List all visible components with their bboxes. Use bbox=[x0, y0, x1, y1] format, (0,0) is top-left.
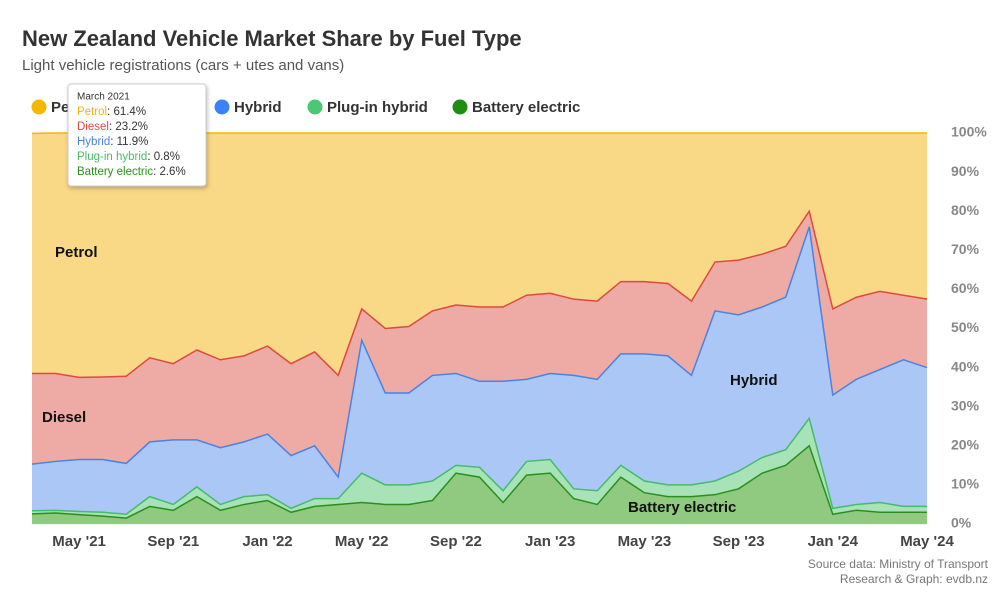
legend-dot bbox=[32, 100, 47, 115]
x-tick-label: Sep '21 bbox=[147, 533, 199, 550]
x-tick-label: Jan '24 bbox=[808, 533, 859, 550]
y-tick-label: 10% bbox=[951, 476, 980, 492]
area-label: Battery electric bbox=[628, 499, 736, 516]
tooltip-series: Battery electric bbox=[77, 166, 153, 178]
tooltip-title: March 2021 bbox=[77, 92, 130, 103]
chart-title: New Zealand Vehicle Market Share by Fuel… bbox=[22, 26, 522, 51]
x-tick-label: Sep '22 bbox=[430, 533, 482, 550]
x-tick-label: Jan '23 bbox=[525, 533, 575, 550]
legend-dot bbox=[215, 100, 230, 115]
chart-subtitle: Light vehicle registrations (cars + utes… bbox=[22, 57, 344, 74]
plot-area bbox=[32, 133, 927, 524]
y-tick-label: 90% bbox=[951, 163, 980, 179]
y-tick-label: 40% bbox=[951, 358, 980, 374]
tooltip-row: Diesel: 23.2% bbox=[77, 121, 148, 133]
tooltip-row: Battery electric: 2.6% bbox=[77, 166, 186, 178]
tooltip-value: 0.8% bbox=[154, 151, 180, 163]
credit-text: Research & Graph: evdb.nz bbox=[840, 572, 988, 586]
x-tick-label: Sep '23 bbox=[713, 533, 765, 550]
tooltip-row: Plug-in hybrid: 0.8% bbox=[77, 151, 180, 163]
tooltip-value: 23.2% bbox=[115, 121, 148, 133]
y-tick-label: 20% bbox=[951, 437, 980, 453]
y-tick-label: 60% bbox=[951, 280, 980, 296]
area-label: Diesel bbox=[42, 409, 86, 426]
tooltip-row: Petrol: 61.4% bbox=[77, 106, 146, 118]
y-tick-label: 50% bbox=[951, 319, 980, 335]
x-tick-label: May '24 bbox=[900, 533, 954, 550]
y-tick-label: 80% bbox=[951, 202, 980, 218]
tooltip-series: Diesel bbox=[77, 121, 109, 133]
tooltip-value: 61.4% bbox=[113, 106, 146, 118]
y-tick-label: 100% bbox=[951, 124, 987, 140]
legend-label: Hybrid bbox=[234, 99, 282, 116]
tooltip-series: Plug-in hybrid bbox=[77, 151, 147, 163]
y-tick-label: 0% bbox=[951, 515, 972, 531]
y-tick-label: 30% bbox=[951, 397, 980, 413]
x-tick-label: May '22 bbox=[335, 533, 389, 550]
area-label: Petrol bbox=[55, 244, 98, 261]
area-label: Hybrid bbox=[730, 372, 778, 389]
tooltip: March 2021 Petrol: 61.4% Diesel: 23.2% Hybr… bbox=[68, 84, 206, 186]
tooltip-value: 2.6% bbox=[159, 166, 185, 178]
legend-dot bbox=[308, 100, 323, 115]
legend-label: Battery electric bbox=[472, 99, 580, 116]
source-text: Source data: Ministry of Transport bbox=[808, 557, 989, 571]
legend-label: Plug-in hybrid bbox=[327, 99, 428, 116]
tooltip-series: Hybrid bbox=[77, 136, 110, 148]
legend-dot bbox=[453, 100, 468, 115]
y-tick-label: 70% bbox=[951, 241, 980, 257]
x-tick-label: May '23 bbox=[618, 533, 672, 550]
tooltip-value: 11.9% bbox=[117, 136, 149, 148]
tooltip-series: Petrol bbox=[77, 106, 107, 118]
x-tick-label: May '21 bbox=[52, 533, 106, 550]
x-tick-label: Jan '22 bbox=[242, 533, 292, 550]
tooltip-row: Hybrid: 11.9% bbox=[77, 136, 148, 148]
